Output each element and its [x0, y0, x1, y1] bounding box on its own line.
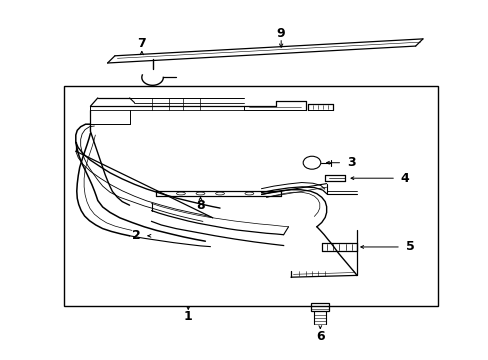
- Text: 6: 6: [315, 330, 324, 343]
- Bar: [311, 303, 328, 311]
- Text: 7: 7: [137, 37, 146, 50]
- Text: 1: 1: [183, 310, 192, 323]
- Text: 2: 2: [131, 229, 140, 242]
- Text: 4: 4: [400, 172, 408, 185]
- Text: 5: 5: [406, 240, 414, 253]
- Text: 9: 9: [276, 27, 285, 40]
- Text: 8: 8: [196, 199, 204, 212]
- Text: 3: 3: [346, 156, 355, 169]
- Bar: [63, 86, 437, 306]
